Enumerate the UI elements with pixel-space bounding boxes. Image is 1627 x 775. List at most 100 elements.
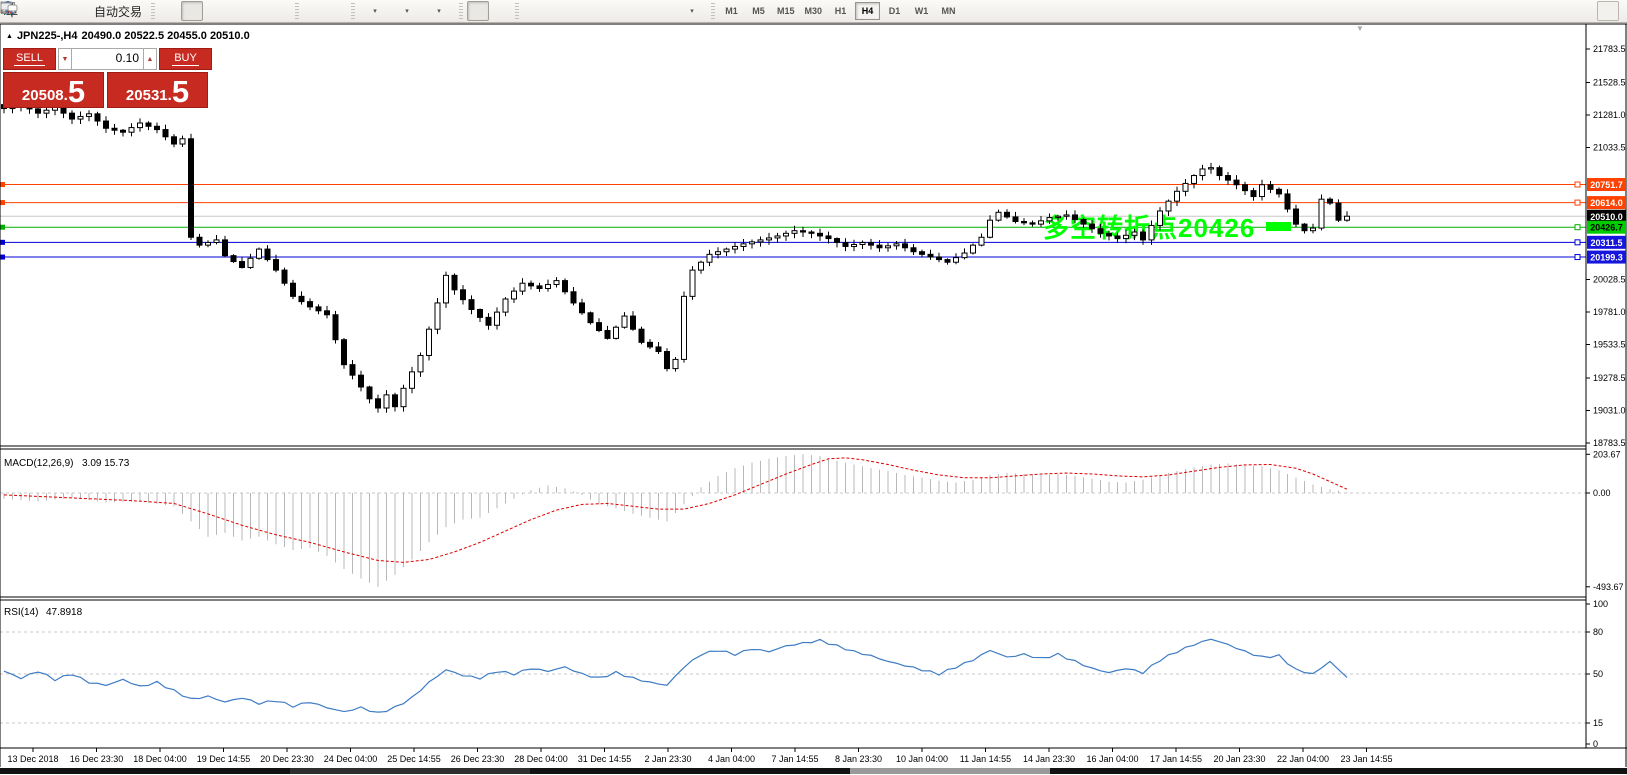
time-axis-label: 4 Jan 04:00 bbox=[708, 754, 755, 764]
line-chart-icon[interactable] bbox=[0, 1, 225, 21]
candle bbox=[1276, 188, 1282, 195]
indicators-button[interactable]: ▾ bbox=[0, 1, 391, 21]
arrows-tool-button[interactable]: ▾ bbox=[5, 1, 707, 21]
candle bbox=[953, 257, 959, 263]
sell-button[interactable]: SELL bbox=[3, 48, 56, 70]
tile-windows-icon[interactable] bbox=[1, 1, 291, 21]
tf-H4[interactable]: H4 bbox=[855, 2, 881, 20]
chat-icon[interactable] bbox=[0, 1, 1619, 21]
collapse-icon[interactable]: ▲ bbox=[6, 32, 13, 40]
zoom-in-icon[interactable] bbox=[1, 1, 247, 21]
volume-up-button[interactable]: ▲ bbox=[143, 48, 157, 70]
tf-W1[interactable]: W1 bbox=[914, 6, 929, 16]
tf-M5[interactable]: M5 bbox=[752, 6, 765, 16]
macd-axis-label: 203.67 bbox=[1593, 449, 1621, 459]
line-handle-left[interactable] bbox=[0, 200, 5, 206]
zoom-out-icon[interactable] bbox=[1, 1, 269, 21]
templates-button[interactable]: ▾ bbox=[1, 1, 455, 21]
candle bbox=[1106, 232, 1112, 237]
periods-button[interactable]: ▾ bbox=[1, 1, 423, 21]
buy-button[interactable]: BUY bbox=[159, 48, 212, 70]
mql5-community-icon[interactable] bbox=[1, 1, 67, 21]
candle bbox=[893, 243, 900, 247]
equidistant-channel-tool[interactable]: E bbox=[0, 1, 611, 21]
candle bbox=[69, 112, 75, 120]
auto-scroll-icon[interactable] bbox=[1, 1, 325, 21]
candlestick-chart-icon[interactable] bbox=[2, 1, 204, 21]
tf-MN[interactable]: MN bbox=[941, 6, 956, 16]
tf-H1[interactable]: H1 bbox=[834, 6, 847, 16]
cursor-button[interactable] bbox=[3, 0, 490, 21]
tf-M15[interactable]: M15 bbox=[777, 6, 795, 16]
fibonacci-tool[interactable]: F bbox=[2, 1, 633, 21]
candle bbox=[426, 328, 432, 356]
trendline-tool[interactable] bbox=[1, 1, 589, 21]
price-tag bbox=[1587, 220, 1626, 234]
autotrading-label: 自动交易 bbox=[94, 4, 143, 19]
candle bbox=[43, 109, 50, 114]
tf-D1[interactable]: D1 bbox=[888, 6, 901, 16]
volume-input[interactable]: 0.10 bbox=[72, 48, 143, 70]
macd-panel bbox=[0, 454, 1586, 587]
bar-chart-icon[interactable] bbox=[1, 1, 181, 21]
chart-shift-icon[interactable] bbox=[1, 1, 347, 21]
candle bbox=[60, 106, 67, 114]
price-tag-label: 20426.7 bbox=[1590, 223, 1623, 233]
candle bbox=[587, 312, 594, 324]
candle bbox=[749, 241, 755, 245]
candle bbox=[511, 290, 517, 300]
candle bbox=[1021, 221, 1027, 224]
candle bbox=[910, 247, 917, 253]
candle bbox=[851, 243, 857, 247]
candle bbox=[307, 301, 313, 308]
line-handle-right[interactable] bbox=[1574, 199, 1581, 206]
candle bbox=[145, 122, 152, 127]
candle bbox=[791, 230, 798, 234]
candle bbox=[443, 274, 449, 304]
candle bbox=[230, 255, 237, 263]
line-handle-right[interactable] bbox=[1574, 239, 1581, 246]
tf-M30[interactable]: M30 bbox=[804, 6, 823, 16]
volume-down-button[interactable]: ▼ bbox=[58, 48, 72, 70]
crosshair-button[interactable] bbox=[1, 1, 511, 21]
price-axis-label: 19278.5 bbox=[1593, 373, 1626, 383]
line-handle-left[interactable] bbox=[0, 224, 5, 230]
candle bbox=[1157, 210, 1163, 226]
macd-label: MACD(12,26,9) bbox=[4, 458, 73, 469]
time-axis-label: 19 Dec 14:55 bbox=[197, 754, 251, 764]
highlight-rect[interactable] bbox=[1266, 222, 1291, 231]
sell-price-button[interactable]: 20508 . 5 bbox=[3, 72, 104, 108]
line-handle-left[interactable] bbox=[0, 239, 5, 245]
gold-icon[interactable] bbox=[2, 1, 45, 21]
candle bbox=[1310, 227, 1316, 232]
candle bbox=[1301, 223, 1308, 232]
splitter-icon[interactable]: ▼ bbox=[1356, 24, 1364, 33]
candle bbox=[349, 364, 356, 376]
candle bbox=[341, 339, 347, 366]
time-axis-label: 8 Jan 23:30 bbox=[835, 754, 882, 764]
candle bbox=[213, 239, 220, 244]
line-handle-right[interactable] bbox=[1574, 254, 1581, 261]
time-axis-label: 23 Jan 14:55 bbox=[1340, 754, 1392, 764]
candle bbox=[494, 311, 500, 326]
search-icon[interactable] bbox=[1, 1, 1587, 21]
vertical-line-tool[interactable] bbox=[7, 1, 545, 21]
horizontal-line-tool[interactable] bbox=[2, 1, 567, 21]
candle bbox=[859, 242, 866, 245]
line-handle-right[interactable] bbox=[1574, 181, 1581, 188]
text-tool[interactable]: A bbox=[4, 1, 655, 21]
buy-price-button[interactable]: 20531 . 5 bbox=[107, 72, 208, 108]
toolbar: 单 自动交易 bbox=[0, 0, 1627, 23]
line-handle-left[interactable] bbox=[0, 182, 5, 188]
candle bbox=[137, 122, 143, 129]
text-label-tool[interactable]: T bbox=[1, 1, 677, 21]
line-handle-right[interactable] bbox=[1574, 224, 1581, 231]
candle bbox=[1174, 190, 1180, 202]
signals-icon[interactable] bbox=[0, 1, 89, 21]
candle bbox=[621, 315, 628, 328]
autotrading-button[interactable]: 自动交易 bbox=[0, 1, 147, 21]
line-handle-left[interactable] bbox=[0, 254, 5, 260]
tf-M1[interactable]: M1 bbox=[725, 6, 738, 16]
price-axis-label: 20028.5 bbox=[1593, 274, 1626, 284]
